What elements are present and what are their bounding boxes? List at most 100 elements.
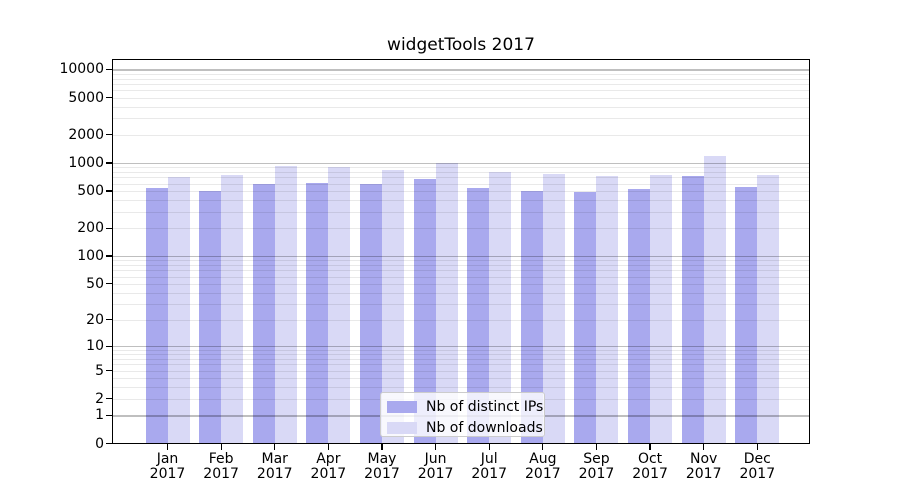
y-tick-label-20: 20 xyxy=(86,311,104,328)
gridline-10000 xyxy=(112,69,810,71)
y-tick-label-0: 0 xyxy=(95,435,104,452)
bar-nb-of-distinct-ips-oct xyxy=(628,189,651,444)
x-tick-label-sep: Sep 2017 xyxy=(578,451,615,482)
gridline-10 xyxy=(112,346,810,348)
bar-nb-of-downloads-jun xyxy=(435,162,458,444)
gridline-8 xyxy=(112,354,810,356)
x-tick-mark-mar xyxy=(274,444,276,450)
x-tick-label-apr: Apr 2017 xyxy=(310,451,347,482)
y-tick-mark-5 xyxy=(106,370,112,372)
gridline-4000 xyxy=(112,106,810,108)
gridline-800 xyxy=(112,172,810,173)
gridline-100 xyxy=(112,256,810,258)
gridline-600 xyxy=(112,183,810,185)
y-tick-mark-2 xyxy=(106,398,112,400)
legend-entry-distinct-ips: Nb of distinct IPs xyxy=(387,399,544,415)
legend-label-distinct-ips: Nb of distinct IPs xyxy=(426,399,544,415)
bar-nb-of-distinct-ips-jan xyxy=(145,188,168,444)
gridline-90 xyxy=(112,260,810,262)
legend-entry-downloads: Nb of downloads xyxy=(387,420,544,436)
x-tick-mark-dec xyxy=(756,444,758,450)
gridline-6000 xyxy=(112,90,810,92)
gridline-9 xyxy=(112,350,810,351)
y-tick-label-50: 50 xyxy=(86,275,104,292)
y-tick-mark-20 xyxy=(106,319,112,321)
gridline-4 xyxy=(112,378,810,380)
legend-swatch-downloads xyxy=(387,422,417,434)
y-tick-label-2000: 2000 xyxy=(68,126,104,143)
bar-nb-of-downloads-jan xyxy=(167,176,190,444)
y-tick-mark-0 xyxy=(106,442,112,445)
x-tick-label-mar: Mar 2017 xyxy=(256,451,293,482)
y-tick-mark-2000 xyxy=(106,134,112,136)
y-tick-mark-5000 xyxy=(106,97,112,99)
y-tick-label-1000: 1000 xyxy=(68,154,104,171)
bar-nb-of-distinct-ips-feb xyxy=(199,190,222,444)
bar-nb-of-downloads-feb xyxy=(221,175,244,444)
bar-nb-of-distinct-ips-sep xyxy=(574,191,597,444)
bar-nb-of-downloads-aug xyxy=(542,174,565,444)
bar-nb-of-distinct-ips-aug xyxy=(520,191,543,444)
gridline-9000 xyxy=(112,73,810,75)
gridline-5000 xyxy=(112,97,810,99)
x-tick-label-may: May 2017 xyxy=(364,451,400,482)
y-tick-label-5000: 5000 xyxy=(68,89,104,106)
x-tick-label-jan: Jan 2017 xyxy=(149,451,186,482)
legend-label-downloads: Nb of downloads xyxy=(426,420,543,436)
gridline-400 xyxy=(112,200,810,202)
gridline-2000 xyxy=(112,134,810,136)
y-tick-label-2: 2 xyxy=(95,390,104,407)
gridline-20 xyxy=(112,319,810,321)
y-tick-mark-10 xyxy=(106,345,112,347)
gridline-80 xyxy=(112,265,810,267)
bar-nb-of-downloads-sep xyxy=(596,176,619,444)
x-tick-mark-jan xyxy=(166,444,169,450)
gridline-50 xyxy=(112,283,810,285)
x-tick-mark-feb xyxy=(220,444,222,450)
y-tick-label-100: 100 xyxy=(77,248,104,265)
bar-nb-of-downloads-oct xyxy=(650,174,673,444)
gridline-700 xyxy=(112,177,810,179)
x-tick-mark-apr xyxy=(327,444,329,450)
x-tick-mark-may xyxy=(381,444,383,450)
x-tick-mark-nov xyxy=(703,444,705,450)
bar-nb-of-downloads-apr xyxy=(328,166,351,444)
y-tick-label-500: 500 xyxy=(77,183,104,200)
x-tick-mark-jun xyxy=(435,444,437,450)
x-tick-label-aug: Aug 2017 xyxy=(525,451,561,482)
y-tick-mark-1 xyxy=(106,414,112,416)
bar-nb-of-downloads-nov xyxy=(703,156,726,444)
gridline-3000 xyxy=(112,118,810,120)
x-tick-mark-oct xyxy=(649,444,651,450)
x-tick-mark-aug xyxy=(542,444,544,450)
plot-area xyxy=(112,59,810,444)
bar-nb-of-downloads-may xyxy=(381,170,404,444)
gridline-6 xyxy=(112,364,810,366)
bar-nb-of-downloads-mar xyxy=(274,165,297,444)
y-tick-mark-500 xyxy=(106,190,112,192)
y-tick-label-1: 1 xyxy=(95,407,104,424)
gridline-60 xyxy=(112,276,810,278)
x-tick-mark-sep xyxy=(595,444,598,450)
x-tick-mark-jul xyxy=(488,444,490,450)
y-tick-label-10000: 10000 xyxy=(59,61,104,78)
bar-nb-of-distinct-ips-nov xyxy=(681,175,704,444)
chart-title: widgetTools 2017 xyxy=(387,35,535,55)
y-tick-mark-50 xyxy=(106,283,112,285)
gridline-300 xyxy=(112,211,810,213)
gridline-7000 xyxy=(112,83,810,85)
gridline-1000 xyxy=(112,162,810,165)
bar-nb-of-downloads-dec xyxy=(757,174,780,444)
bar-nb-of-distinct-ips-dec xyxy=(735,187,758,444)
x-tick-label-jul: Jul 2017 xyxy=(471,451,508,482)
x-tick-label-oct: Oct 2017 xyxy=(632,451,668,482)
y-tick-label-200: 200 xyxy=(77,220,104,237)
y-tick-label-5: 5 xyxy=(95,362,104,379)
y-tick-mark-10000 xyxy=(106,68,112,71)
gridline-8000 xyxy=(112,78,810,80)
x-tick-label-dec: Dec 2017 xyxy=(739,451,776,482)
x-tick-label-feb: Feb 2017 xyxy=(203,451,239,482)
bar-nb-of-distinct-ips-mar xyxy=(252,183,275,444)
gridline-200 xyxy=(112,228,810,230)
